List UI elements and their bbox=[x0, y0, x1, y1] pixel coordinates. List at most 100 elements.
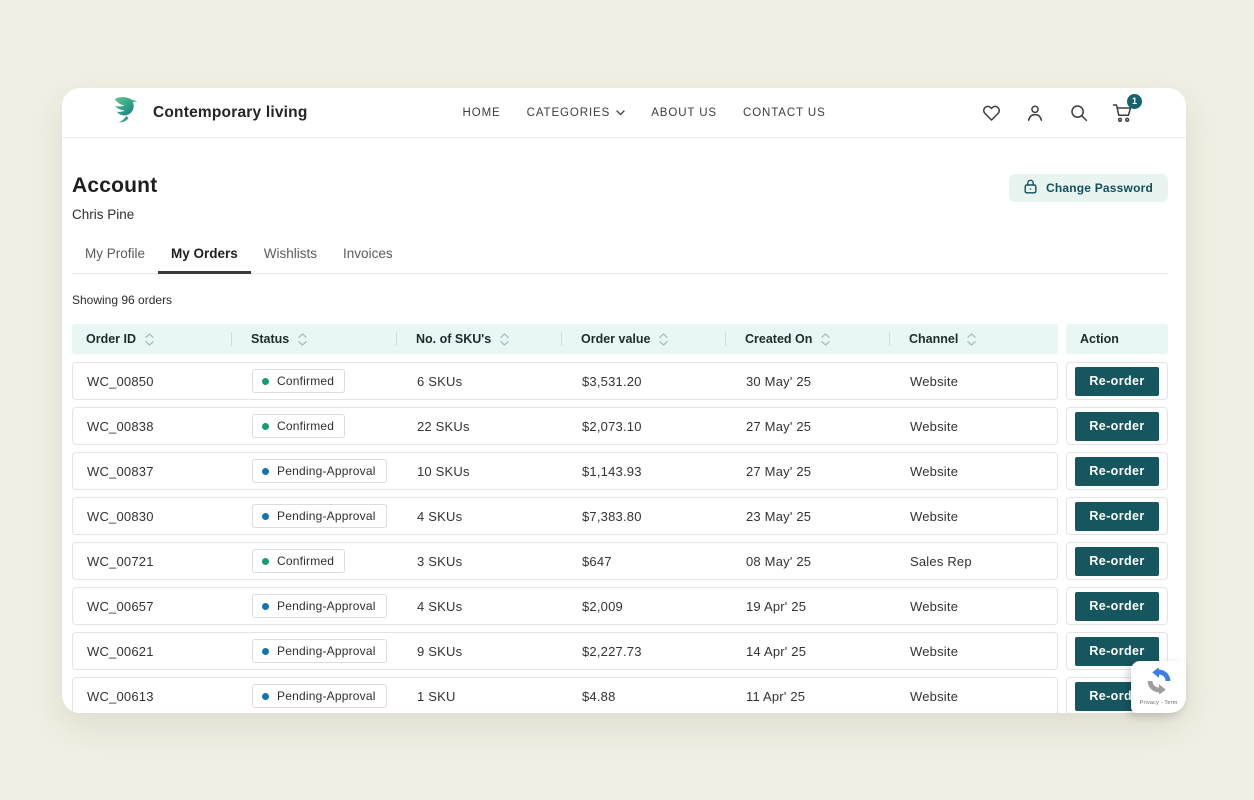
status-dot-icon bbox=[262, 692, 269, 700]
cart-icon[interactable]: 1 bbox=[1112, 93, 1142, 124]
table-row: WC_00613 Pending-Approval 1 SKU $4.88 11 Apr… bbox=[72, 677, 1168, 713]
change-password-button[interactable]: Change Password bbox=[1008, 174, 1168, 202]
nav-item-categories[interactable]: CATEGORIES bbox=[527, 107, 626, 119]
recaptcha-badge[interactable]: Privacy - Term bbox=[1131, 661, 1186, 713]
order-row-main: WC_00850 Confirmed 6 SKUs $3,531.20 30 May' … bbox=[72, 362, 1058, 400]
channel-cell: Website bbox=[910, 463, 959, 479]
cart-count-badge: 1 bbox=[1127, 93, 1142, 109]
column-header-order-id[interactable]: Order ID bbox=[72, 324, 237, 354]
order-id-cell: WC_00830 bbox=[87, 508, 154, 524]
column-header-label: Channel bbox=[909, 332, 959, 346]
reorder-button[interactable]: Re-order bbox=[1075, 591, 1159, 621]
sku-count-cell: 4 SKUs bbox=[417, 598, 463, 614]
order-id-cell: WC_00721 bbox=[87, 553, 154, 569]
column-header-label: No. of SKU's bbox=[416, 332, 492, 346]
order-row-main: WC_00657 Pending-Approval 4 SKUs $2,009 19 A… bbox=[72, 587, 1058, 625]
nav-item-contact-us[interactable]: CONTACT US bbox=[743, 107, 826, 119]
created-on-cell: 23 May' 25 bbox=[746, 508, 812, 524]
created-on-cell: 19 Apr' 25 bbox=[746, 598, 807, 614]
column-header-status[interactable]: Status bbox=[237, 324, 402, 354]
sort-icon bbox=[967, 332, 977, 346]
account-user-icon[interactable] bbox=[1024, 102, 1046, 124]
created-on-cell: 14 Apr' 25 bbox=[746, 643, 807, 659]
chevron-down-icon bbox=[616, 109, 625, 115]
order-row-action: Re-order bbox=[1066, 587, 1168, 625]
order-value-cell: $3,531.20 bbox=[582, 373, 642, 389]
column-header-label: Status bbox=[251, 332, 290, 346]
status-cell: Pending-Approval bbox=[238, 594, 403, 618]
channel-cell: Website bbox=[910, 598, 959, 614]
reorder-button[interactable]: Re-order bbox=[1075, 411, 1159, 441]
table-row: WC_00850 Confirmed 6 SKUs $3,531.20 30 May' … bbox=[72, 362, 1168, 400]
nav-item-home[interactable]: HOME bbox=[463, 107, 501, 119]
status-badge: Pending-Approval bbox=[252, 459, 387, 483]
hummingbird-logo-icon bbox=[110, 96, 140, 129]
channel-cell: Website bbox=[910, 688, 959, 704]
table-row: WC_00657 Pending-Approval 4 SKUs $2,009 19 A… bbox=[72, 587, 1168, 625]
created-on-cell: 30 May' 25 bbox=[746, 373, 812, 389]
channel-cell: Website bbox=[910, 643, 959, 659]
table-row: WC_00830 Pending-Approval 4 SKUs $7,383.80 2… bbox=[72, 497, 1168, 535]
order-value-cell: $647 bbox=[582, 553, 612, 569]
column-header-label: Created On bbox=[745, 332, 813, 346]
lock-icon bbox=[1024, 179, 1037, 197]
tab-my-orders[interactable]: My Orders bbox=[158, 237, 251, 274]
order-value-cell: $1,143.93 bbox=[582, 463, 642, 479]
table-row: WC_00838 Confirmed 22 SKUs $2,073.10 27 May'… bbox=[72, 407, 1168, 445]
column-header-no-of-sku-s[interactable]: No. of SKU's bbox=[402, 324, 567, 354]
column-header-label: Order ID bbox=[86, 332, 137, 346]
orders-table-body: WC_00850 Confirmed 6 SKUs $3,531.20 30 May' … bbox=[72, 362, 1168, 713]
status-dot-icon bbox=[262, 422, 269, 430]
header-actions: 1 bbox=[980, 93, 1142, 124]
order-row-action: Re-order bbox=[1066, 497, 1168, 535]
search-icon[interactable] bbox=[1068, 102, 1090, 124]
order-row-main: WC_00721 Confirmed 3 SKUs $647 08 May' 25 Sal… bbox=[72, 542, 1058, 580]
order-id-cell: WC_00621 bbox=[87, 643, 154, 659]
tab-invoices[interactable]: Invoices bbox=[343, 246, 393, 261]
order-row-action: Re-order bbox=[1066, 452, 1168, 490]
status-label: Confirmed bbox=[277, 419, 335, 433]
channel-cell: Website bbox=[910, 508, 959, 524]
status-dot-icon bbox=[262, 647, 269, 655]
sort-icon bbox=[298, 332, 307, 346]
reorder-button[interactable]: Re-order bbox=[1075, 546, 1159, 576]
order-row-action: Re-order bbox=[1066, 407, 1168, 445]
brand[interactable]: Contemporary living bbox=[110, 96, 308, 129]
recaptcha-icon bbox=[1146, 667, 1172, 699]
nav-item-label: CONTACT US bbox=[742, 106, 826, 119]
table-row: WC_00837 Pending-Approval 10 SKUs $1,143.93… bbox=[72, 452, 1168, 490]
reorder-button[interactable]: Re-order bbox=[1075, 366, 1159, 396]
channel-cell: Website bbox=[910, 418, 959, 434]
status-dot-icon bbox=[262, 602, 269, 610]
order-row-main: WC_00838 Confirmed 22 SKUs $2,073.10 27 May'… bbox=[72, 407, 1058, 445]
sku-count-cell: 22 SKUs bbox=[417, 418, 470, 434]
order-row-action: Re-order bbox=[1066, 542, 1168, 580]
reorder-button[interactable]: Re-order bbox=[1075, 456, 1159, 486]
order-row-main: WC_00837 Pending-Approval 10 SKUs $1,143.93… bbox=[72, 452, 1058, 490]
sku-count-cell: 1 SKU bbox=[417, 688, 456, 704]
orders-table-header: Order ID Status No. of SKU's Order value Cre… bbox=[72, 324, 1168, 354]
order-row-main: WC_00613 Pending-Approval 1 SKU $4.88 11 Apr… bbox=[72, 677, 1058, 713]
order-row-action: Re-order bbox=[1066, 362, 1168, 400]
sku-count-cell: 9 SKUs bbox=[417, 643, 463, 659]
order-value-cell: $2,009 bbox=[582, 598, 623, 614]
column-header-order-value[interactable]: Order value bbox=[567, 324, 731, 354]
status-badge: Confirmed bbox=[252, 369, 346, 393]
created-on-cell: 27 May' 25 bbox=[746, 463, 812, 479]
reorder-button[interactable]: Re-order bbox=[1075, 501, 1159, 531]
nav-item-about-us[interactable]: ABOUT US bbox=[651, 107, 717, 119]
tab-my-profile[interactable]: My Profile bbox=[85, 246, 146, 261]
order-id-cell: WC_00850 bbox=[87, 373, 154, 389]
status-cell: Confirmed bbox=[238, 549, 403, 573]
column-header-channel[interactable]: Channel bbox=[895, 324, 1058, 354]
sku-count-cell: 10 SKUs bbox=[417, 463, 470, 479]
reorder-button[interactable]: Re-order bbox=[1075, 636, 1159, 666]
status-label: Confirmed bbox=[277, 374, 335, 388]
change-password-label: Change Password bbox=[1045, 181, 1153, 195]
tab-wishlists[interactable]: Wishlists bbox=[263, 246, 318, 261]
status-cell: Pending-Approval bbox=[238, 639, 403, 663]
sku-count-cell: 3 SKUs bbox=[417, 553, 463, 569]
column-header-created-on[interactable]: Created On bbox=[731, 324, 895, 354]
wishlist-heart-icon[interactable] bbox=[980, 102, 1002, 124]
status-cell: Pending-Approval bbox=[238, 684, 403, 708]
